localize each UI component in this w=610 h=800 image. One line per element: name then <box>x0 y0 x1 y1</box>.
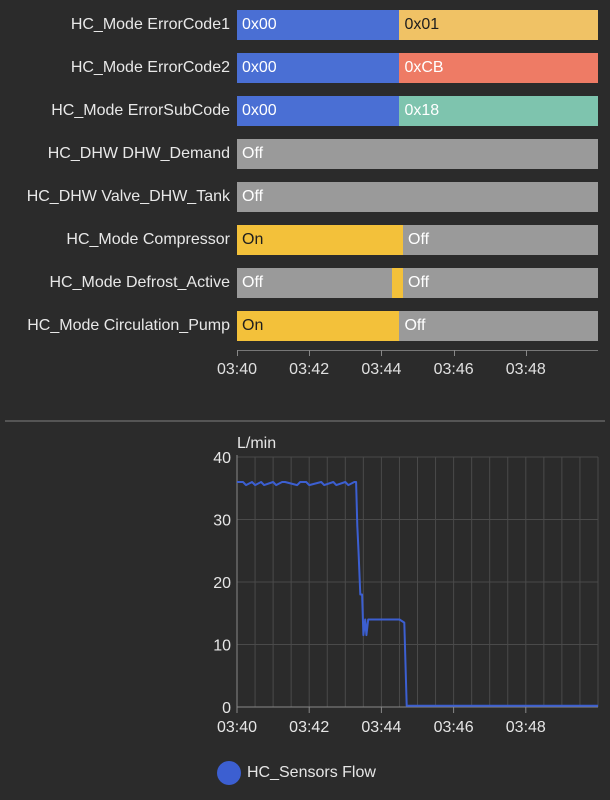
timeline-row-label: HC_Mode Defrost_Active <box>49 274 230 291</box>
legend-swatch-flow <box>217 761 241 785</box>
timeline-track: 0x00 0x18 <box>237 96 598 126</box>
timeline-track: On Off <box>237 225 598 255</box>
timeline-row: HC_Mode ErrorSubCode 0x00 0x18 <box>0 96 610 126</box>
timeline-track: 0x00 0x01 <box>237 10 598 40</box>
timeline-row-label: HC_Mode ErrorSubCode <box>51 102 230 119</box>
timeline-x-axis <box>237 350 598 351</box>
x-tick-label: 03:40 <box>217 719 257 736</box>
timeline-row-label: HC_DHW DHW_Demand <box>47 145 230 162</box>
state-segment[interactable]: On <box>237 311 400 341</box>
timeline-row: HC_Mode Defrost_Active Off Off <box>0 268 610 298</box>
flow-line-chart: L/min 0 10 20 30 40 03:40 03:42 03:44 03:46 03:48 <box>213 435 599 736</box>
state-segment[interactable]: Off <box>237 182 598 212</box>
timeline-track: Off <box>237 182 598 212</box>
timeline-row: HC_Mode Compressor On Off <box>0 225 610 255</box>
state-segment[interactable]: 0xCB <box>399 53 598 83</box>
timeline-tick-mark <box>237 350 238 356</box>
x-tick-label: 03:42 <box>289 719 329 736</box>
timeline-track: Off Off <box>237 268 598 298</box>
y-tick-label: 10 <box>213 638 231 655</box>
flow-series-line <box>237 481 598 707</box>
y-tick-label: 40 <box>213 450 231 467</box>
timeline-tick-label: 03:44 <box>361 361 402 378</box>
state-segment[interactable]: Off <box>403 268 598 298</box>
timeline-tick-label: 03:40 <box>216 361 258 378</box>
legend-label-flow: HC_Sensors Flow <box>247 764 376 781</box>
state-segment[interactable]: 0x18 <box>399 96 598 126</box>
timeline-row-label: HC_Mode Compressor <box>66 231 230 248</box>
state-segment[interactable]: Off <box>403 225 598 255</box>
y-tick-label: 0 <box>222 700 231 717</box>
timeline-row-label: HC_Mode ErrorCode2 <box>70 59 230 76</box>
timeline-tick-label: 03:42 <box>289 361 330 378</box>
state-segment[interactable]: 0x00 <box>237 10 400 40</box>
state-segment[interactable]: 0x00 <box>237 96 400 126</box>
state-segment[interactable]: 0x01 <box>399 10 598 40</box>
state-segment[interactable]: Off <box>237 139 598 169</box>
timeline-row: HC_Mode ErrorCode2 0x00 0xCB <box>0 53 610 83</box>
state-segment[interactable]: On <box>237 225 404 255</box>
timeline-tick-mark <box>309 350 311 356</box>
timeline-row: HC_Mode Circulation_Pump On Off <box>0 311 610 341</box>
x-tick-label: 03:48 <box>506 719 546 736</box>
timeline-row-label: HC_Mode ErrorCode1 <box>70 16 230 33</box>
chart-legend[interactable]: HC_Sensors Flow <box>217 760 376 786</box>
y-axis-label: L/min <box>237 435 276 452</box>
x-tick-label: 03:44 <box>361 719 401 736</box>
timeline-track: On Off <box>237 311 598 341</box>
timeline-track: Off <box>237 139 598 169</box>
timeline-track: 0x00 0xCB <box>237 53 598 83</box>
state-segment[interactable] <box>392 268 404 298</box>
y-tick-label: 30 <box>213 513 231 530</box>
state-segment[interactable]: 0x00 <box>237 53 400 83</box>
timeline-tick-mark <box>525 350 527 356</box>
timeline-tick-mark <box>381 350 383 356</box>
timeline-row-label: HC_Mode Circulation_Pump <box>27 317 230 334</box>
state-segment[interactable]: Off <box>237 268 393 298</box>
y-tick-label: 20 <box>213 575 231 592</box>
timeline-tick-label: 03:46 <box>433 361 474 378</box>
panel-divider <box>5 420 605 422</box>
timeline-tick-label: 03:48 <box>505 361 546 378</box>
timeline-tick-mark <box>453 350 455 356</box>
timeline-row: HC_Mode ErrorCode1 0x00 0x01 <box>0 10 610 40</box>
timeline-row: HC_DHW Valve_DHW_Tank Off <box>0 182 610 212</box>
state-segment[interactable]: Off <box>399 311 598 341</box>
x-tick-label: 03:46 <box>434 719 474 736</box>
timeline-row: HC_DHW DHW_Demand Off <box>0 139 610 169</box>
timeline-row-label: HC_DHW Valve_DHW_Tank <box>26 188 230 205</box>
